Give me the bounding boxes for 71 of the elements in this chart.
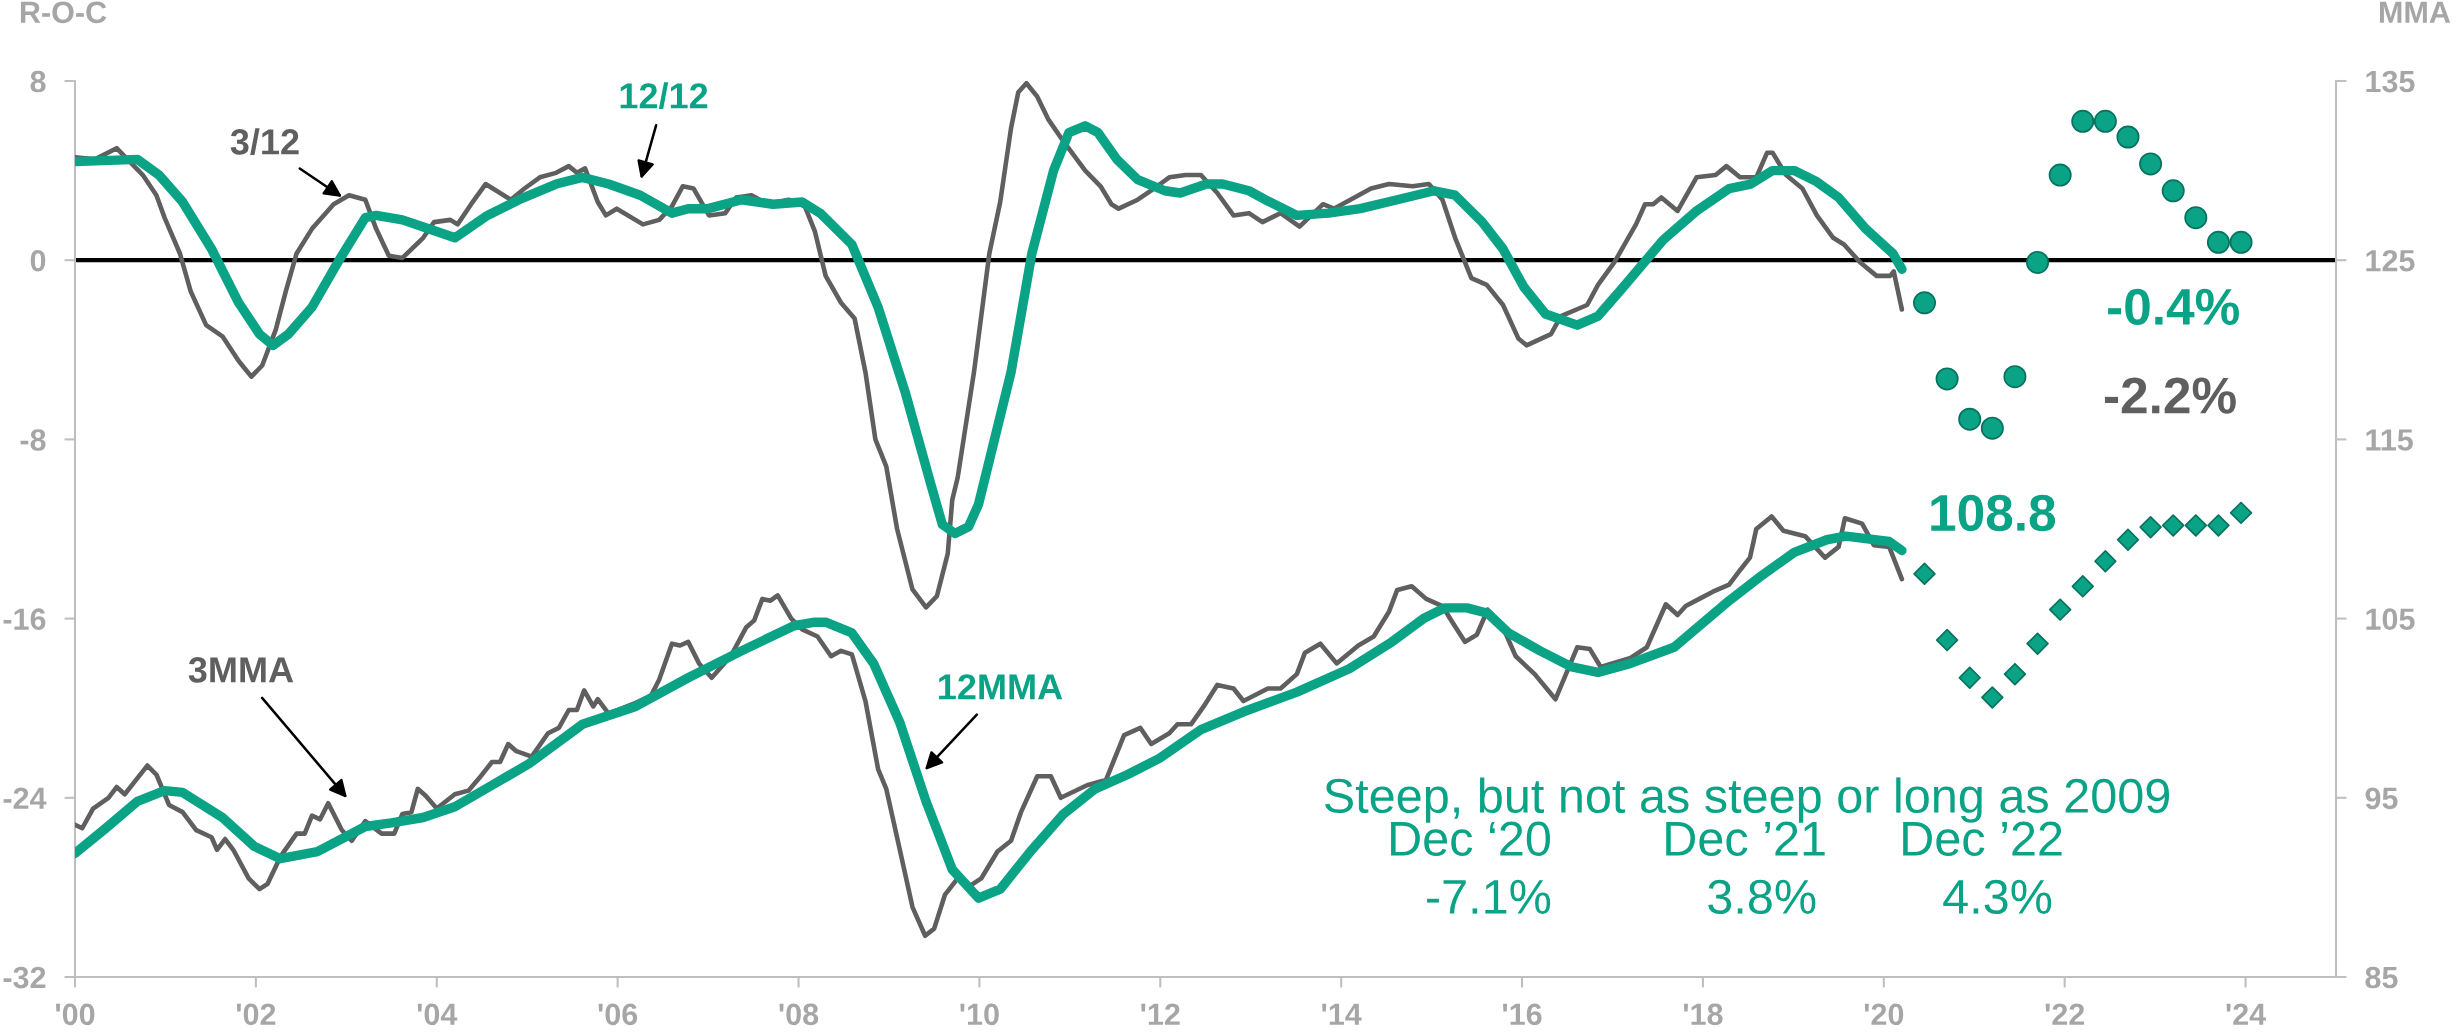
text: 3MMA <box>188 657 294 683</box>
point <box>2093 109 2117 133</box>
x-tick-label: '18 <box>1683 1003 1723 1026</box>
point <box>2071 109 2095 133</box>
annotation: -0.4% <box>2108 288 2239 326</box>
x-tick-label: '16 <box>1503 1003 1542 1026</box>
y-tick-label: -8 <box>20 429 46 451</box>
annotation: -2.2% <box>2104 377 2236 414</box>
point <box>2206 230 2230 254</box>
point <box>2026 250 2050 274</box>
point <box>2116 528 2140 551</box>
annotation: -7.1% <box>1427 879 1551 914</box>
point <box>1913 562 1936 586</box>
point <box>2048 598 2072 621</box>
point <box>1980 416 2004 440</box>
point <box>2229 230 2253 254</box>
point <box>2161 179 2185 203</box>
point <box>2094 550 2117 573</box>
point <box>2184 206 2208 230</box>
point <box>2003 662 2027 686</box>
point <box>1935 367 1959 391</box>
point <box>1935 628 1959 652</box>
line-series <box>75 81 1905 610</box>
x-tick-label: '14 <box>1322 1003 1362 1025</box>
annotation: 4.3% <box>1943 879 2052 915</box>
y2-tick-label: 85 <box>2365 966 2398 989</box>
y2-axis-title: MMA <box>2380 1 2451 23</box>
x-tick-label: '08 <box>779 1003 819 1026</box>
point <box>2139 515 2162 539</box>
x-tick-label: '22 <box>2045 1003 2085 1025</box>
y-tick-label: -24 <box>3 787 47 809</box>
x-tick-label: '02 <box>236 1003 276 1026</box>
point <box>2048 163 2072 187</box>
point <box>2229 501 2253 525</box>
annotation: 108.8 <box>1931 494 2056 532</box>
y-axis-title: R-O-C <box>20 1 107 24</box>
y2-tick-label: 95 <box>2365 787 2398 810</box>
y-tick-label: 0 <box>30 249 46 272</box>
point <box>2116 125 2140 149</box>
y2-tick-label: 125 <box>2366 249 2415 272</box>
x-tick-label: '20 <box>1864 1003 1904 1026</box>
series-label: 3/12 <box>230 128 299 156</box>
y-tick-label: -32 <box>3 966 46 989</box>
point <box>2003 365 2027 389</box>
x-tick-label: '24 <box>2226 1003 2267 1025</box>
point <box>1958 666 1981 689</box>
point <box>2207 514 2230 537</box>
y2-tick-label: 115 <box>2366 429 2413 451</box>
point <box>1981 686 2004 709</box>
point <box>2139 152 2163 176</box>
y2-tick-label: 105 <box>2366 608 2415 630</box>
annotation: Dec ’22 <box>1903 821 2062 857</box>
x-tick-label: '12 <box>1141 1003 1180 1025</box>
point <box>2161 514 2185 537</box>
annotation: Dec ’21 <box>1666 821 1825 857</box>
x-tick-label: '10 <box>960 1003 999 1026</box>
point <box>2026 632 2049 655</box>
point <box>2071 575 2094 598</box>
text: 12/12 <box>620 82 708 110</box>
x-tick-label: '06 <box>598 1003 638 1026</box>
point <box>1912 291 1937 315</box>
x-tick-label: '04 <box>417 1003 458 1026</box>
annotation: Dec ‘20 <box>1391 821 1550 857</box>
y-tick-label: 8 <box>30 70 46 93</box>
y2-tick-label: 135 <box>2366 70 2415 93</box>
point <box>2184 514 2208 537</box>
y-tick-label: -16 <box>3 608 46 630</box>
series-label: 12MMA <box>939 674 1063 700</box>
annotation: 3.8% <box>1708 879 1816 915</box>
point <box>1958 407 1982 431</box>
x-tick-label: '00 <box>56 1003 95 1026</box>
